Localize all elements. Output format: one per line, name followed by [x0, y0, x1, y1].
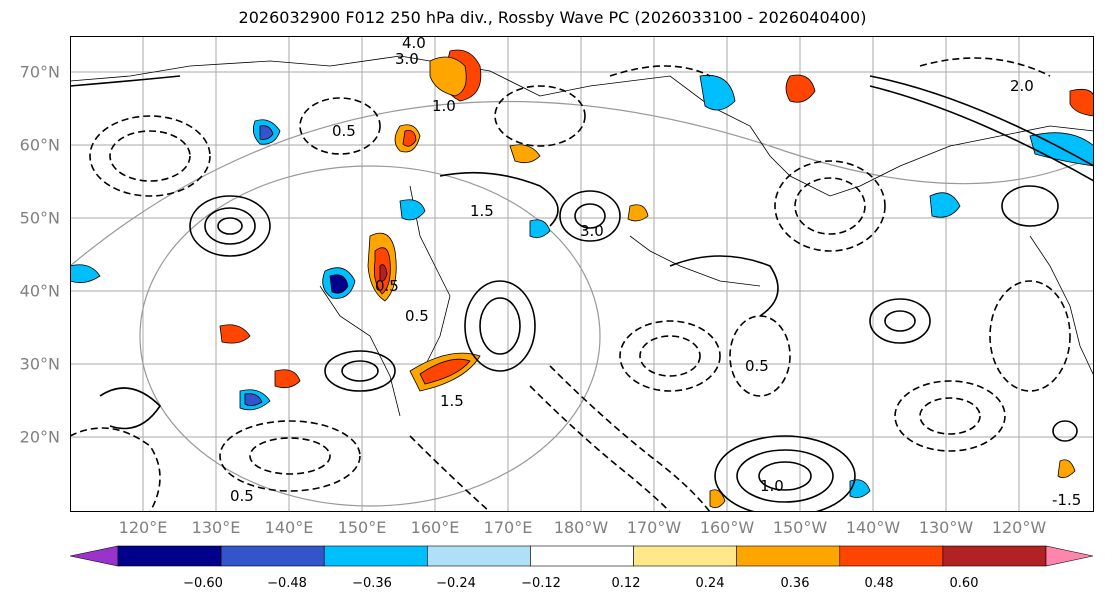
contour-label: 0.5 [745, 357, 769, 375]
contour-label: 0.5 [332, 122, 356, 140]
lat-label-30n: 30°N [19, 354, 60, 374]
colorbar-tick: 0.12 [611, 576, 641, 591]
contour-label: 2.0 [1010, 77, 1034, 95]
contour-label: 3.0 [580, 222, 604, 240]
colorbar-segment [736, 545, 841, 567]
colorbar-segment [220, 545, 325, 567]
lat-label-50n: 50°N [19, 208, 60, 228]
colorbar-tick: 0.24 [695, 576, 725, 591]
contour-label: 0.5 [375, 277, 399, 295]
lon-label-130w: 130°W [918, 518, 974, 537]
contour-label: 0.5 [230, 487, 254, 505]
colorbar-tick: −0.24 [436, 576, 476, 591]
contour-label: 1.0 [432, 97, 456, 115]
lon-label-170w: 170°W [626, 518, 682, 537]
contour-label: 4.0 [402, 36, 426, 52]
lon-label-160e: 160°E [410, 518, 460, 537]
colorbar-segment [323, 545, 428, 567]
colorbar-segment [633, 545, 737, 567]
colorbar-tick: 0.48 [864, 576, 894, 591]
colorbar-tick: −0.12 [521, 576, 561, 591]
lon-label-180w: 180°W [553, 518, 609, 537]
solid-contours [70, 75, 1094, 512]
contour-label: 1.0 [760, 477, 784, 495]
colorbar-segment [839, 545, 944, 567]
lon-label-140w: 140°W [845, 518, 901, 537]
colorbar-segment [427, 545, 531, 567]
chart-title: 2026032900 F012 250 hPa div., Rossby Wav… [238, 8, 867, 27]
contour-label: 1.5 [470, 202, 494, 220]
contour-labels: 4.0 3.0 1.0 0.5 2.0 1.5 3.0 0.5 0.5 1.5 … [230, 36, 1081, 509]
lat-label-60n: 60°N [19, 135, 60, 155]
colorbar-svg [69, 545, 1094, 567]
colorbar-tick: −0.36 [352, 576, 392, 591]
lat-label-40n: 40°N [19, 281, 60, 301]
contour-label: 1.5 [440, 392, 464, 410]
colorbar-segment [942, 545, 1047, 567]
map-canvas: 4.0 3.0 1.0 0.5 2.0 1.5 3.0 0.5 0.5 1.5 … [70, 36, 1094, 512]
colorbar-tick: 0.36 [780, 576, 810, 591]
lat-label-20n: 20°N [19, 427, 60, 447]
gridlines [70, 36, 1094, 512]
lon-label-160w: 160°W [699, 518, 755, 537]
colorbar-tick: −0.60 [183, 576, 223, 591]
lat-label-70n: 70°N [19, 62, 60, 82]
dashed-contours [70, 57, 1071, 512]
shaded-patches [70, 49, 1094, 509]
lon-label-130e: 130°E [191, 518, 241, 537]
contour-label: 0.5 [405, 307, 429, 325]
lon-label-150w: 150°W [772, 518, 828, 537]
colorbar-tick: 0.60 [949, 576, 979, 591]
reference-circles [70, 101, 1094, 507]
map-panel[interactable]: 4.0 3.0 1.0 0.5 2.0 1.5 3.0 0.5 0.5 1.5 … [70, 36, 1094, 512]
lon-label-140e: 140°E [264, 518, 314, 537]
contour-label: -1.5 [1052, 491, 1081, 509]
lon-label-170e: 170°E [483, 518, 533, 537]
lon-label-120e: 120°E [118, 518, 168, 537]
colorbar-segment [530, 545, 634, 567]
colorbar-extend-max [1045, 545, 1094, 567]
colorbar [69, 545, 1094, 567]
lon-label-120w: 120°W [991, 518, 1047, 537]
lon-label-150e: 150°E [337, 518, 387, 537]
colorbar-tick: −0.48 [267, 576, 307, 591]
contour-label: 3.0 [395, 50, 419, 68]
colorbar-extend-min [69, 545, 119, 567]
colorbar-segment [117, 545, 222, 567]
